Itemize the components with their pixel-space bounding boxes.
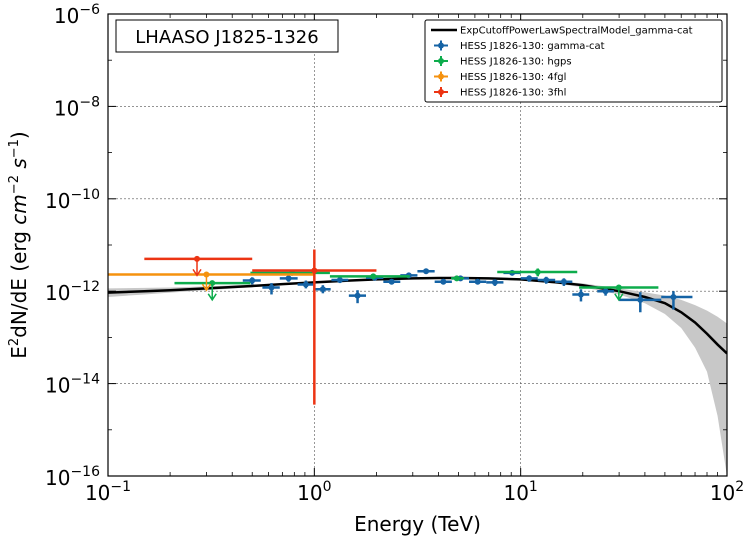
data-point — [383, 278, 401, 285]
flux-points — [108, 249, 693, 405]
y-tick-labels: 10−16 10−14 10−12 10−10 10−8 10−6 — [45, 2, 100, 490]
data-point — [619, 292, 662, 313]
data-point — [348, 290, 367, 304]
data-point — [297, 280, 315, 289]
upper-limit-arrowhead — [207, 293, 217, 302]
y-tick-label: 10−6 — [54, 2, 100, 28]
point-marker — [249, 277, 256, 284]
data-point — [451, 275, 464, 282]
point-marker — [311, 267, 318, 274]
y-tick-label: 10−8 — [54, 94, 100, 120]
data-point — [579, 284, 659, 302]
point-marker — [423, 268, 430, 275]
data-point — [314, 285, 331, 294]
x-tick-label: 100 — [297, 479, 331, 505]
data-point — [262, 283, 280, 295]
y-axis-label: E2dN/dE (erg cm−2 s−1) — [7, 131, 31, 358]
legend-model-label: ExpCutoffPowerLawSpectralModel_gamma-cat — [460, 26, 693, 37]
point-marker — [577, 291, 584, 298]
legend: ExpCutoffPowerLawSpectralModel_gamma-cat… — [424, 19, 723, 103]
model-curve — [108, 276, 727, 355]
legend-item-2: HESS J1826-130: 4fgl — [434, 71, 566, 83]
legend-label: HESS J1826-130: hgps — [460, 57, 572, 68]
legend-label: HESS J1826-130: 4fgl — [460, 72, 566, 83]
point-marker — [560, 278, 567, 285]
data-point — [469, 278, 487, 285]
point-marker — [319, 286, 326, 293]
legend-item-3: HESS J1826-130: 3fhl — [434, 87, 566, 99]
data-point — [417, 268, 435, 275]
point-marker — [615, 284, 622, 291]
model-line — [108, 276, 727, 355]
data-point — [486, 279, 504, 286]
legend-marker-dot — [438, 73, 444, 80]
data-point — [572, 289, 590, 302]
point-marker — [268, 284, 275, 291]
data-point — [331, 276, 349, 284]
data-point — [597, 287, 614, 296]
point-marker — [543, 276, 550, 283]
point-marker — [526, 275, 533, 282]
point-marker — [302, 281, 309, 288]
legend-item-0: HESS J1826-130: gamma-cat — [434, 40, 605, 52]
point-marker — [491, 279, 498, 286]
upper-limit-arrowhead — [192, 268, 202, 277]
legend-marker-dot — [438, 58, 444, 64]
data-point — [279, 275, 298, 282]
point-marker — [370, 273, 377, 280]
point-marker — [670, 293, 677, 300]
data-point — [537, 276, 556, 284]
legend-series: HESS J1826-130: gamma-cat HESS J1826-130:… — [434, 40, 605, 99]
data-point — [661, 291, 693, 310]
data-point — [497, 268, 578, 277]
y-tick-label: 10−14 — [45, 372, 100, 398]
annotation-box — [115, 19, 339, 53]
y-tick-label: 10−12 — [45, 279, 100, 305]
annotation-text: LHAASO J1825-1326 — [135, 27, 318, 48]
data-point — [434, 278, 452, 285]
data-point — [329, 273, 410, 280]
data-point — [252, 249, 377, 405]
x-axis-label: Energy (TeV) — [354, 512, 481, 536]
legend-label: HESS J1826-130: 3fhl — [460, 88, 566, 99]
upper-limit-arrowhead — [201, 283, 212, 292]
legend-label: HESS J1826-130: gamma-cat — [460, 41, 605, 52]
data-point — [144, 255, 253, 277]
data-point — [242, 277, 261, 285]
point-marker — [453, 275, 460, 282]
series-3 — [144, 249, 377, 405]
axis-ticks — [107, 13, 728, 477]
series-1 — [174, 268, 659, 302]
point-marker — [203, 271, 210, 278]
point-marker — [534, 269, 541, 276]
x-tick-label: 10−1 — [85, 479, 131, 505]
legend-marker-dot — [438, 42, 444, 49]
point-marker — [285, 275, 292, 282]
legend-item-1: HESS J1826-130: hgps — [434, 56, 572, 68]
x-tick-label: 101 — [503, 479, 537, 505]
data-point — [108, 271, 315, 292]
source-annotation: LHAASO J1825-1326 — [115, 19, 339, 53]
point-marker — [637, 296, 644, 303]
legend-box — [424, 19, 723, 103]
data-point — [555, 278, 573, 286]
point-marker — [474, 278, 481, 285]
legend-marker-dot — [438, 89, 444, 95]
series-0 — [242, 268, 693, 313]
point-marker — [336, 276, 343, 283]
point-marker — [602, 288, 609, 295]
series-2 — [108, 271, 315, 292]
point-marker — [440, 278, 447, 285]
x-tick-label: 102 — [710, 479, 744, 505]
upper-limit-arrowhead — [614, 293, 624, 302]
data-point — [520, 275, 538, 282]
point-marker — [194, 255, 201, 262]
y-tick-label: 10−16 — [45, 464, 100, 490]
point-marker — [354, 292, 361, 299]
point-marker — [388, 278, 395, 285]
y-tick-label: 10−10 — [45, 187, 100, 213]
x-tick-labels: 10−1 100 101 102 — [85, 479, 744, 505]
